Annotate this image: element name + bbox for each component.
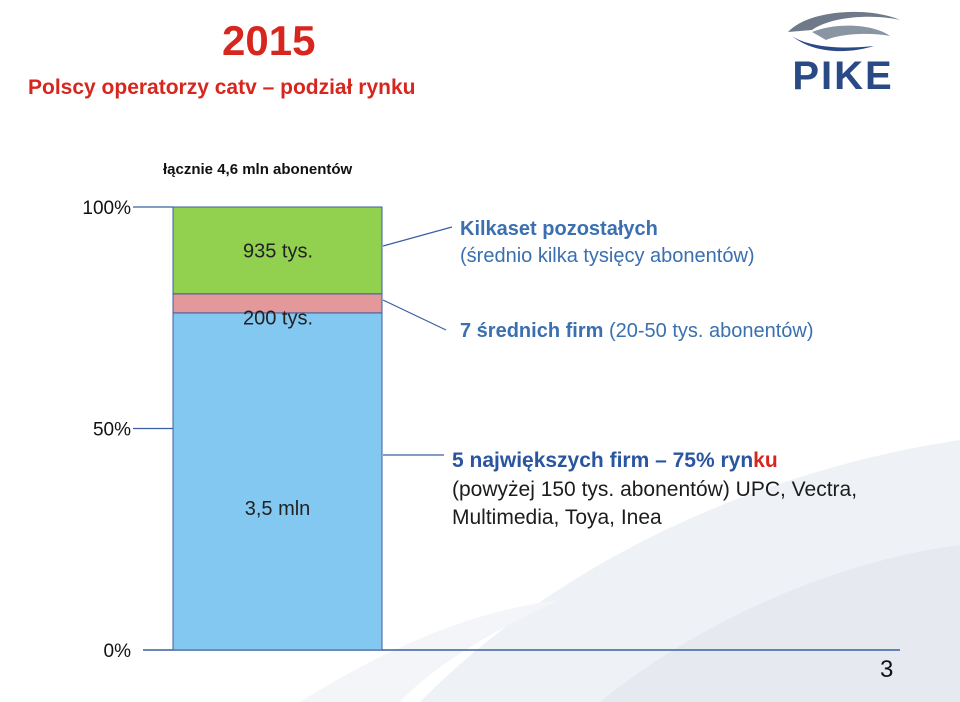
bar-segment: [172, 206, 383, 295]
annotation-big-line1-red: ku: [753, 449, 778, 472]
annotation-big-line1-main: 5 największych firm – 75% ryn: [452, 449, 754, 472]
page-number: 3: [880, 656, 894, 683]
logo-swirl-icon: [788, 11, 900, 52]
annotation-mid-rest: (20-50 tys. abonentów): [603, 320, 814, 342]
annotation-mid: 7 średnich firm (20-50 tys. abonentów): [460, 318, 814, 344]
annotation-big-line2: (powyżej 150 tys. abonentów) UPC, Vectra…: [452, 478, 858, 501]
y-tick-label: 100%: [82, 198, 131, 219]
annotation-big-line3: Multimedia, Toya, Inea: [452, 506, 662, 529]
slide-year: 2015: [222, 17, 316, 64]
annotation-mid-bold: 7 średnich firm: [460, 320, 604, 342]
y-tick-label: 50%: [93, 420, 131, 441]
total-subscribers-label: łącznie 4,6 mln abonentów: [163, 161, 353, 178]
bar-segment-label: 200 tys.: [243, 307, 313, 329]
annotation-small-line2: (średnio kilka tysięcy abonentów): [460, 245, 755, 267]
bar-segment-label: 935 tys.: [243, 240, 313, 262]
bar-segment-label: 3,5 mln: [245, 498, 311, 520]
leader-line-mid: [382, 299, 447, 331]
y-tick-label: 0%: [104, 641, 132, 662]
bar-segment: [172, 312, 383, 651]
logo-text: PIKE: [792, 54, 894, 98]
slide-title: Polscy operatorzy catv – podział rynku: [28, 76, 416, 99]
pike-logo: PIKE: [778, 6, 908, 98]
annotation-small-line1: Kilkaset pozostałych: [460, 218, 658, 240]
annotation-big-line1: 5 największych firm – 75% rynku: [452, 448, 778, 474]
leader-line-small: [382, 226, 453, 247]
